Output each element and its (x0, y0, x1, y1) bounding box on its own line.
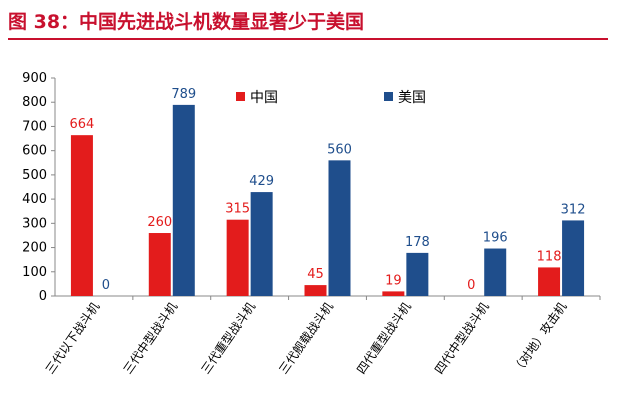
legend-item-usa-swatch (384, 92, 393, 101)
category-label: 四代中型战斗机 (431, 299, 491, 376)
y-tick-label: 800 (22, 95, 47, 110)
bar-china (70, 135, 93, 296)
y-tick-label: 500 (22, 168, 47, 183)
legend-item-china-label: 中国 (250, 90, 278, 106)
axes: 0 100 200 300 400 500 600 700 800 900 三代以下战斗机 三代中型战… (22, 71, 601, 377)
value-labels: 664 0 260 789 315 429 45 560 19 178 0 196 118 312 (70, 87, 586, 293)
category-label: 三代重型战斗机 (198, 300, 258, 377)
y-tick-label: 900 (22, 71, 47, 86)
value-label-china: 118 (537, 249, 562, 264)
category-label: 四代重型战斗机 (354, 300, 414, 377)
y-tick-label: 300 (22, 216, 47, 231)
value-label-china: 315 (225, 202, 250, 217)
bar-usa (172, 104, 195, 297)
value-label-china: 664 (70, 117, 95, 132)
legend: 中国 美国 (236, 90, 426, 106)
bar-usa (562, 220, 585, 296)
category-label: 三代舰载战斗机 (276, 300, 336, 377)
legend-item-usa-label: 美国 (398, 90, 426, 106)
legend-item-china-swatch (236, 92, 245, 101)
value-label-china: 19 (385, 273, 402, 288)
bar-usa (406, 252, 429, 296)
bar-china (538, 267, 561, 296)
title-underline (8, 38, 608, 40)
value-label-china: 260 (147, 215, 172, 230)
value-label-usa: 429 (249, 174, 274, 189)
bar-china (226, 219, 249, 296)
value-label-china: 45 (307, 267, 324, 282)
bar-usa (484, 248, 507, 296)
category-label: （对地）攻击机 (510, 300, 570, 377)
value-label-usa: 196 (483, 231, 508, 246)
value-label-usa: 178 (405, 235, 430, 250)
chart-title: 图 38：中国先进战斗机数量显著少于美国 (8, 11, 365, 33)
bar-china (382, 291, 405, 296)
y-tick-label: 700 (22, 119, 47, 134)
category-label: 三代中型战斗机 (120, 299, 180, 376)
y-tick-label: 100 (22, 265, 47, 280)
bar-usa (328, 160, 351, 296)
y-tick-label: 200 (22, 241, 47, 256)
y-tick-label: 400 (22, 192, 47, 207)
bar-china (304, 285, 327, 296)
value-label-china: 0 (467, 278, 475, 293)
bar-usa (250, 192, 273, 296)
value-label-usa: 789 (171, 87, 196, 102)
y-tick-label: 0 (39, 289, 47, 304)
value-label-usa: 312 (561, 202, 586, 217)
value-label-usa: 0 (102, 278, 110, 293)
category-label: 三代以下战斗机 (43, 300, 103, 377)
y-tick-label: 600 (22, 144, 47, 159)
bar-china (148, 233, 171, 296)
bars (70, 104, 585, 297)
value-label-usa: 560 (327, 142, 352, 157)
